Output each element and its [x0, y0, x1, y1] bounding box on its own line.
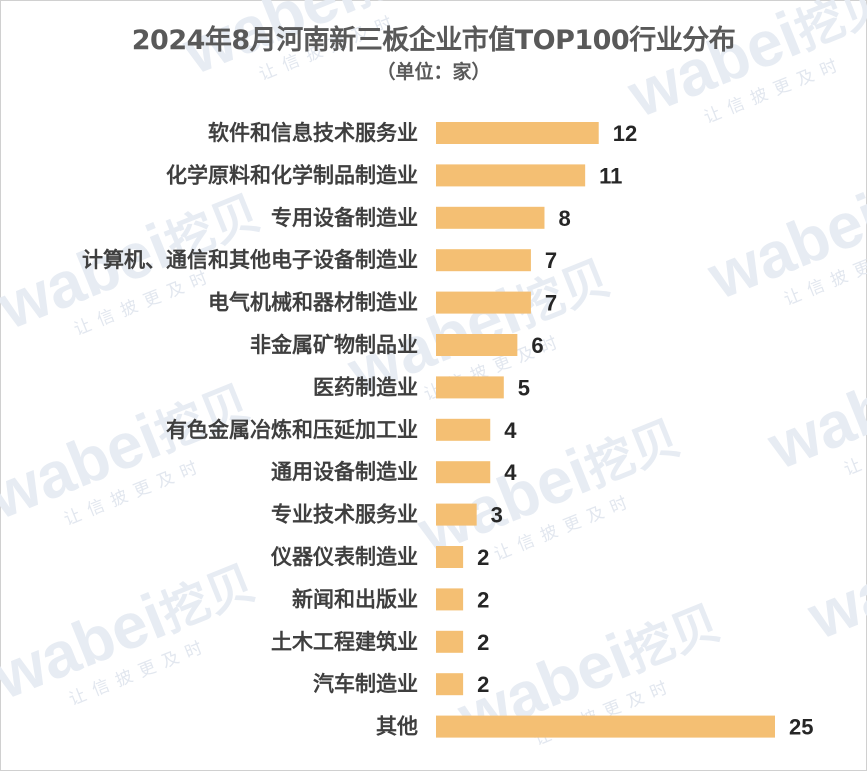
watermark-brand-cn: 挖贝	[153, 555, 263, 643]
bar	[436, 334, 518, 356]
data-label: 2	[477, 545, 489, 570]
category-label: 专业技术服务业	[271, 503, 418, 527]
category-label: 汽车制造业	[313, 672, 418, 696]
chart-subtitle: （单位：家）	[376, 61, 491, 83]
bar	[436, 291, 531, 314]
bar	[436, 376, 504, 399]
bar	[436, 249, 531, 272]
category-label: 化学原料和化学制品制造业	[166, 163, 418, 187]
category-label: 仪器仪表制造业	[270, 545, 418, 569]
category-label: 通用设备制造业	[271, 460, 418, 484]
data-label: 4	[504, 418, 517, 443]
category-label: 土木工程建筑业	[271, 630, 418, 654]
category-label: 其他	[376, 715, 418, 739]
data-label: 2	[477, 672, 489, 697]
bar	[436, 461, 491, 484]
data-label: 25	[789, 715, 813, 740]
category-label: 软件和信息技术服务业	[208, 121, 418, 145]
category-label: 电气机械和器材制造业	[208, 291, 418, 315]
category-label: 医药制造业	[313, 375, 418, 399]
data-label: 6	[531, 333, 543, 358]
watermark-brand: wabei	[797, 520, 867, 654]
bar	[436, 503, 477, 526]
bars-group: 软件和信息技术服务业 12 化学原料和化学制品制造业 11 专用设备制造业 8 计算机、通信…	[82, 121, 813, 740]
bar	[436, 630, 464, 653]
bar	[436, 164, 586, 187]
watermark-brand-cn: 挖贝	[618, 595, 728, 683]
data-label: 5	[518, 375, 530, 400]
data-label: 3	[491, 503, 503, 528]
data-label: 7	[545, 291, 557, 316]
category-label: 有色金属冶炼和压延加工业	[166, 418, 418, 442]
bar	[436, 546, 464, 568]
data-label: 12	[613, 121, 637, 146]
category-label: 专用设备制造业	[271, 206, 418, 230]
category-label: 非金属矿物制品业	[250, 333, 418, 357]
bar	[436, 418, 491, 441]
watermark-brand-cn: 挖贝	[578, 410, 688, 498]
bar	[436, 588, 464, 611]
data-label: 2	[477, 587, 489, 612]
bar	[436, 673, 464, 696]
chart-title: 2024年8月河南新三板企业市值TOP100行业分布	[131, 25, 736, 56]
category-label: 新闻和出版业	[292, 587, 418, 611]
bar	[436, 122, 599, 144]
bar	[436, 715, 775, 738]
data-label: 4	[504, 460, 517, 485]
bar	[436, 206, 545, 229]
category-label: 计算机、通信和其他电子设备制造业	[82, 248, 418, 272]
data-label: 11	[599, 163, 622, 188]
data-label: 8	[558, 206, 570, 231]
data-label: 7	[545, 248, 557, 273]
data-label: 2	[477, 630, 489, 655]
